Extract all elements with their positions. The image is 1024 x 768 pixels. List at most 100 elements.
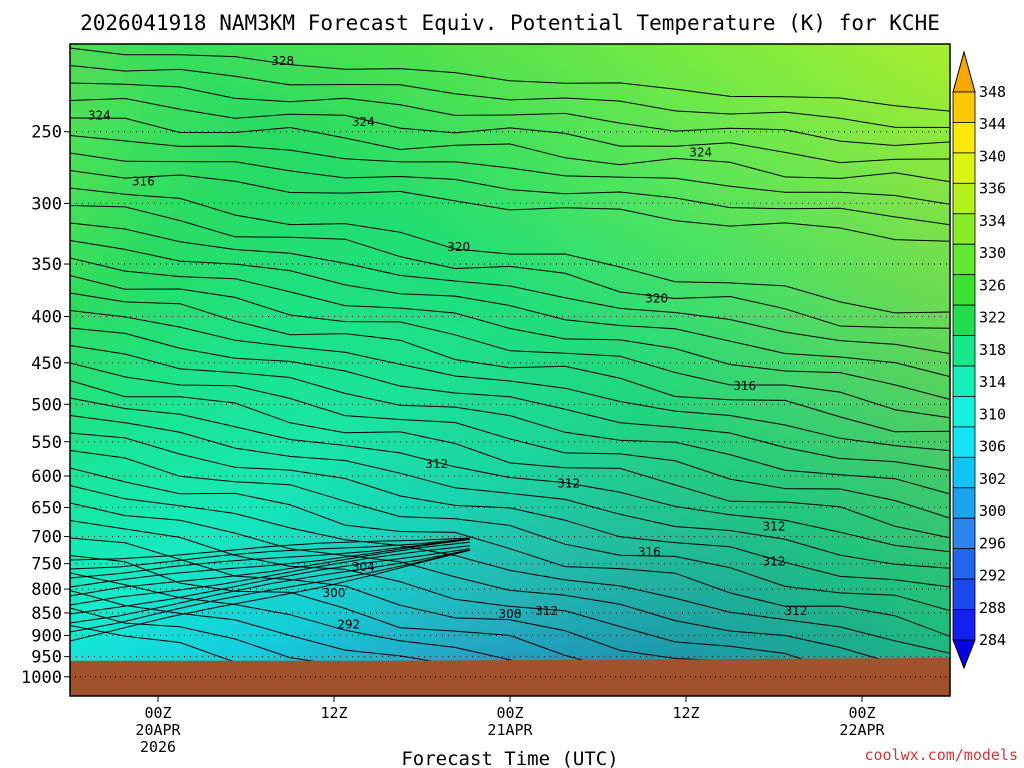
colorbar-label: 288 — [979, 599, 1006, 617]
contour-line — [70, 432, 950, 588]
contour-label-text: 316 — [132, 174, 155, 188]
colorbar-box — [952, 365, 976, 397]
contour-label-text: 312 — [785, 604, 808, 618]
contour-label-text: 324 — [352, 115, 375, 129]
x-tick-label: 12Z — [320, 704, 347, 722]
contour-line — [70, 240, 950, 378]
colorbar-label: 318 — [979, 341, 1006, 359]
y-tick-label: 1000 — [21, 668, 62, 688]
contour-label-text: 300 — [323, 586, 346, 600]
contour-label-text: 312 — [425, 457, 448, 471]
colorbar-arrow-bottom — [952, 639, 976, 670]
contour-label: 300 — [323, 586, 346, 600]
y-tick-label: 550 — [31, 433, 62, 453]
contour-label-text: 316 — [733, 379, 756, 393]
contour-label-text: 316 — [638, 545, 661, 559]
contour-label: 312 — [763, 520, 786, 534]
contour-label-text: 324 — [689, 146, 712, 160]
colorbar-label: 284 — [979, 631, 1006, 649]
colorbar-label: 300 — [979, 502, 1006, 520]
y-tick-label: 350 — [31, 255, 62, 275]
y-tick-label: 250 — [31, 123, 62, 143]
contour-line — [70, 467, 950, 637]
contour-line — [70, 222, 950, 355]
colorbar-label: 336 — [979, 180, 1006, 198]
contour-label: 316 — [132, 174, 155, 188]
contour-line — [70, 485, 950, 654]
contour-line — [70, 415, 950, 569]
contour-line — [70, 502, 950, 672]
x-tick-label: 00Z — [848, 704, 875, 722]
contour-lines — [70, 47, 950, 696]
contour-label: 312 — [785, 604, 808, 618]
y-tick-label: 800 — [31, 580, 62, 600]
x-tick-label: 22APR — [839, 721, 885, 739]
contour-line — [70, 541, 471, 597]
contour-line — [70, 117, 950, 183]
colorbar-box — [952, 456, 976, 489]
colorbar-label: 330 — [979, 244, 1006, 262]
colorbar-box — [952, 335, 976, 367]
contour-line — [70, 362, 950, 519]
contour-label: 324 — [88, 108, 111, 122]
contour-line — [70, 397, 950, 553]
contour-line — [70, 170, 950, 242]
contour-line — [70, 327, 950, 471]
contour-line — [70, 538, 471, 579]
colorbar-box — [952, 517, 976, 550]
colorbar-label: 296 — [979, 534, 1006, 552]
y-tick-label: 700 — [31, 528, 62, 548]
contour-label-text: 312 — [763, 555, 786, 569]
contour-label-text: 312 — [535, 604, 558, 618]
x-tick-label: 2026 — [140, 738, 176, 756]
colorbar-box — [952, 426, 976, 458]
contour-line — [70, 97, 950, 164]
colorbar-label: 340 — [979, 147, 1006, 165]
contour-line — [70, 152, 950, 226]
chart-title: 2026041918 NAM3KM Forecast Equiv. Potent… — [80, 11, 940, 35]
colorbar-box — [952, 304, 976, 336]
colorbar-label: 292 — [979, 567, 1006, 585]
colorbar-label: 306 — [979, 438, 1006, 456]
contour-line — [70, 537, 471, 561]
y-tick-label: 850 — [31, 604, 62, 624]
contour-label-text: 312 — [557, 477, 580, 491]
contour-line — [70, 187, 950, 314]
contour-label: 312 — [425, 457, 448, 471]
contour-line — [70, 450, 950, 612]
contour-line — [70, 549, 471, 633]
contour-label: 320 — [645, 291, 668, 305]
contour-label: 316 — [733, 379, 756, 393]
colorbar-label: 314 — [979, 373, 1006, 391]
y-tick-label: 600 — [31, 467, 62, 487]
x-tick-label: 21APR — [487, 721, 533, 739]
contour-line — [70, 549, 471, 624]
contour-line — [70, 257, 950, 400]
contour-label: 308 — [499, 607, 522, 621]
y-axis: 2503003504004505005506006507007508008509… — [21, 123, 70, 688]
colorbar-label: 310 — [979, 405, 1006, 423]
y-tick-label: 500 — [31, 395, 62, 415]
colorbar-box — [952, 91, 976, 123]
colorbar-label: 348 — [979, 83, 1006, 101]
field-upper-right — [70, 44, 950, 696]
contour-label: 292 — [337, 618, 360, 632]
x-tick-label: 20APR — [135, 721, 181, 739]
contour-label: 312 — [763, 555, 786, 569]
y-tick-label: 750 — [31, 555, 62, 575]
contour-label-text: 312 — [763, 520, 786, 534]
x-tick-label: 00Z — [496, 704, 523, 722]
contour-label-text: 328 — [271, 54, 294, 68]
credit-text: coolwx.com/models — [864, 746, 1018, 764]
contour-label-text: 308 — [499, 607, 522, 621]
colorbar-arrow-top — [952, 50, 976, 93]
contour-line — [70, 572, 697, 696]
y-tick-label: 300 — [31, 194, 62, 214]
contour-label-text: 324 — [88, 108, 111, 122]
contour-label-text: 320 — [447, 240, 470, 254]
colorbar-box — [952, 548, 976, 580]
x-tick-label: 12Z — [672, 704, 699, 722]
contour-line — [70, 310, 950, 452]
